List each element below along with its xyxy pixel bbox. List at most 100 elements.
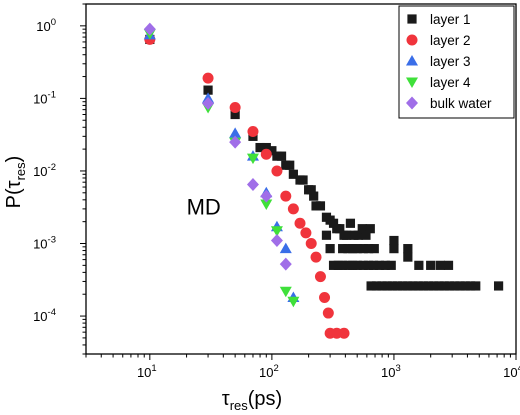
data-point [287,203,299,215]
data-point [460,281,470,291]
y-axis-title: P(τres) [3,156,28,209]
data-point [305,238,317,250]
data-point [398,281,408,291]
data-point [414,260,424,270]
data-point [352,244,362,254]
data-point [300,227,312,239]
data-point [328,260,339,270]
legend-label: layer 2 [430,33,471,48]
data-point [361,230,371,240]
data-point [418,281,428,291]
y-tick-label: 10-4 [33,307,56,324]
data-point [426,260,436,270]
legend-label: layer 1 [430,12,471,27]
data-point [389,235,399,246]
data-point [413,281,423,291]
data-point [377,281,387,291]
y-tick-label: 10-1 [33,89,56,106]
data-point [271,165,283,177]
x-axis-title: τres(ps) [222,388,282,413]
legend-marker [406,96,418,110]
data-point [325,244,335,254]
data-point [310,251,322,263]
data-point [270,226,283,237]
data-point [294,217,306,229]
data-point [270,234,283,248]
data-point [202,72,214,84]
data-point [380,260,390,270]
legend-label: bulk water [430,96,492,111]
data-point [403,252,413,262]
data-point [450,281,460,291]
data-point [493,281,504,291]
y-tick-label: 100 [36,17,56,34]
data-point [371,281,382,291]
data-point [365,224,375,234]
data-point [358,260,368,270]
md-annotation: MD [187,195,221,220]
data-point [345,218,356,228]
legend: layer 1 layer 2 layer 3 layer 4 bulk water [398,5,515,119]
data-point [374,260,384,270]
data-point [353,230,363,240]
data-point [306,185,316,195]
data-point [423,281,434,291]
series-layer-1 [145,34,504,291]
data-point [203,85,213,95]
data-point [357,224,367,234]
data-point [246,153,259,165]
legend-box [398,5,515,119]
data-point [298,175,308,185]
data-point [366,281,376,291]
x-tick-label: 101 [137,363,157,380]
data-point [429,281,439,291]
data-point [369,244,379,254]
data-point [314,271,326,283]
data-point [260,189,273,203]
data-point [328,218,339,228]
data-point [387,281,397,291]
data-point [229,101,241,113]
series-layer-2 [144,33,350,339]
data-point [403,244,413,254]
data-point [202,97,215,111]
data-point [389,244,399,254]
data-point [408,281,418,291]
data-point [246,178,259,192]
data-point [343,244,353,254]
data-point [444,281,455,291]
data-point [434,281,444,291]
data-point [343,260,353,270]
data-point [229,135,242,149]
data-point [358,244,368,254]
data-point [443,260,454,270]
data-point [439,281,449,291]
legend-marker [406,55,418,66]
data-point [342,230,352,240]
data-point [260,148,272,160]
data-point [279,286,292,298]
data-point [368,260,379,270]
data-point [403,281,413,291]
series-bulk-water [143,22,292,271]
legend-marker [406,77,418,88]
data-point [279,257,292,271]
data-point [272,151,282,161]
legend-label: layer 4 [430,75,471,90]
data-point [285,160,295,170]
plot-frame [85,3,517,355]
data-point [364,244,374,254]
x-tick-label: 103 [381,363,401,380]
data-point [287,296,300,308]
data-point [382,281,392,291]
data-point [288,169,298,179]
data-point [338,244,348,254]
x-tick-label: 104 [503,363,520,380]
data-point [352,260,362,270]
y-tick-label: 10-3 [33,235,56,252]
data-point [260,199,273,211]
data-point [392,281,403,291]
series-layer-3 [143,28,300,303]
data-point [229,127,242,138]
